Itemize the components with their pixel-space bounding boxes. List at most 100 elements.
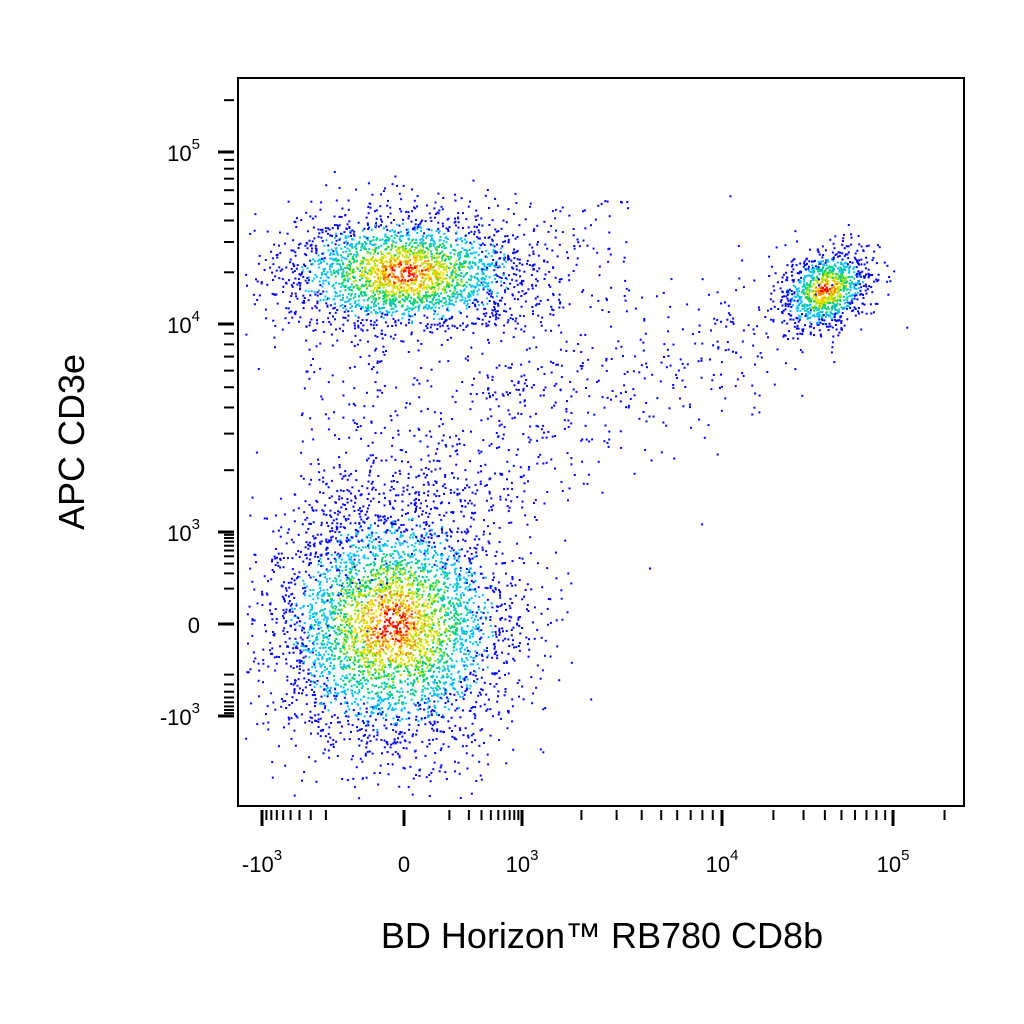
- event-dot: [271, 647, 274, 650]
- event-dot: [439, 263, 442, 266]
- event-dot: [365, 278, 368, 281]
- event-dot: [388, 707, 391, 710]
- event-dot: [456, 279, 459, 282]
- event-dot: [406, 690, 409, 693]
- event-dot: [498, 629, 501, 632]
- event-dot: [385, 718, 388, 721]
- event-dot: [379, 627, 381, 630]
- event-dot: [427, 290, 430, 293]
- event-dot: [337, 625, 340, 628]
- event-dot: [378, 286, 381, 289]
- event-dot: [351, 271, 354, 274]
- event-dot: [434, 294, 437, 297]
- event-dot: [414, 548, 417, 551]
- event-dot: [333, 287, 336, 290]
- event-dot: [507, 652, 510, 655]
- event-dot: [338, 215, 341, 218]
- event-dot: [546, 298, 549, 301]
- event-dot: [376, 264, 379, 267]
- event-dot: [497, 713, 500, 716]
- event-dot: [465, 657, 468, 659]
- event-dot: [465, 304, 468, 307]
- event-dot: [469, 709, 472, 712]
- event-dot: [362, 584, 365, 587]
- event-dot: [342, 306, 345, 309]
- event-dot: [459, 261, 462, 264]
- event-dot: [350, 499, 353, 502]
- event-dot: [448, 296, 451, 299]
- event-dot: [328, 321, 331, 323]
- event-dot: [324, 735, 327, 738]
- event-dot: [368, 533, 371, 536]
- event-dot: [377, 607, 380, 610]
- event-dot: [467, 292, 470, 295]
- event-dot: [362, 505, 365, 508]
- event-dot: [354, 327, 356, 330]
- event-dot: [459, 604, 462, 607]
- event-dot: [424, 277, 427, 280]
- event-dot: [456, 581, 458, 584]
- event-dot: [415, 238, 418, 241]
- event-dot: [292, 239, 295, 242]
- event-dot: [489, 734, 492, 737]
- event-dot: [408, 238, 411, 241]
- event-dot: [495, 635, 498, 638]
- event-dot: [317, 621, 320, 624]
- event-dot: [367, 625, 370, 628]
- event-dot: [410, 544, 413, 547]
- event-dot: [495, 260, 498, 263]
- event-dot: [394, 260, 397, 263]
- event-dot: [359, 698, 362, 701]
- event-dot: [389, 617, 392, 619]
- event-dot: [365, 285, 368, 288]
- event-dot: [396, 690, 398, 693]
- event-dot: [407, 674, 410, 677]
- event-dot: [314, 621, 317, 623]
- event-dot: [446, 283, 449, 286]
- event-dot: [422, 253, 425, 256]
- event-dot: [436, 211, 439, 214]
- event-dot: [494, 318, 497, 321]
- event-dot: [491, 296, 494, 299]
- event-dot: [498, 590, 501, 593]
- event-dot: [512, 234, 514, 237]
- event-dot: [379, 292, 381, 295]
- event-dot: [412, 649, 415, 652]
- event-dot: [298, 672, 301, 675]
- event-dot: [420, 283, 423, 286]
- event-dot: [415, 631, 418, 634]
- event-dot: [367, 259, 370, 262]
- event-dot: [323, 330, 326, 333]
- event-dot: [421, 262, 423, 265]
- event-dot: [309, 554, 312, 557]
- event-dot: [393, 219, 395, 221]
- event-dot: [335, 291, 338, 294]
- event-dot: [450, 299, 453, 302]
- event-dot: [308, 239, 311, 242]
- event-dot: [360, 601, 363, 603]
- event-dot: [482, 288, 485, 291]
- event-dot: [333, 618, 336, 621]
- event-dot: [314, 661, 316, 664]
- event-dot: [264, 624, 266, 627]
- event-dot: [462, 538, 465, 541]
- event-dot: [413, 258, 416, 261]
- event-dot: [384, 596, 387, 599]
- event-dot: [427, 276, 430, 279]
- event-dot: [349, 580, 352, 583]
- event-dot: [370, 617, 373, 620]
- event-dot: [431, 615, 434, 618]
- event-dot: [472, 332, 475, 335]
- event-dot: [398, 579, 401, 582]
- event-dot: [419, 238, 422, 241]
- event-dot: [533, 606, 536, 609]
- event-dot: [462, 227, 464, 230]
- event-dot: [398, 291, 401, 294]
- event-dot: [269, 649, 271, 652]
- event-dot: [512, 273, 515, 276]
- event-dot: [374, 224, 377, 227]
- event-dot: [411, 610, 414, 613]
- event-dot: [293, 691, 296, 694]
- event-dot: [429, 629, 432, 632]
- event-dot: [355, 698, 358, 701]
